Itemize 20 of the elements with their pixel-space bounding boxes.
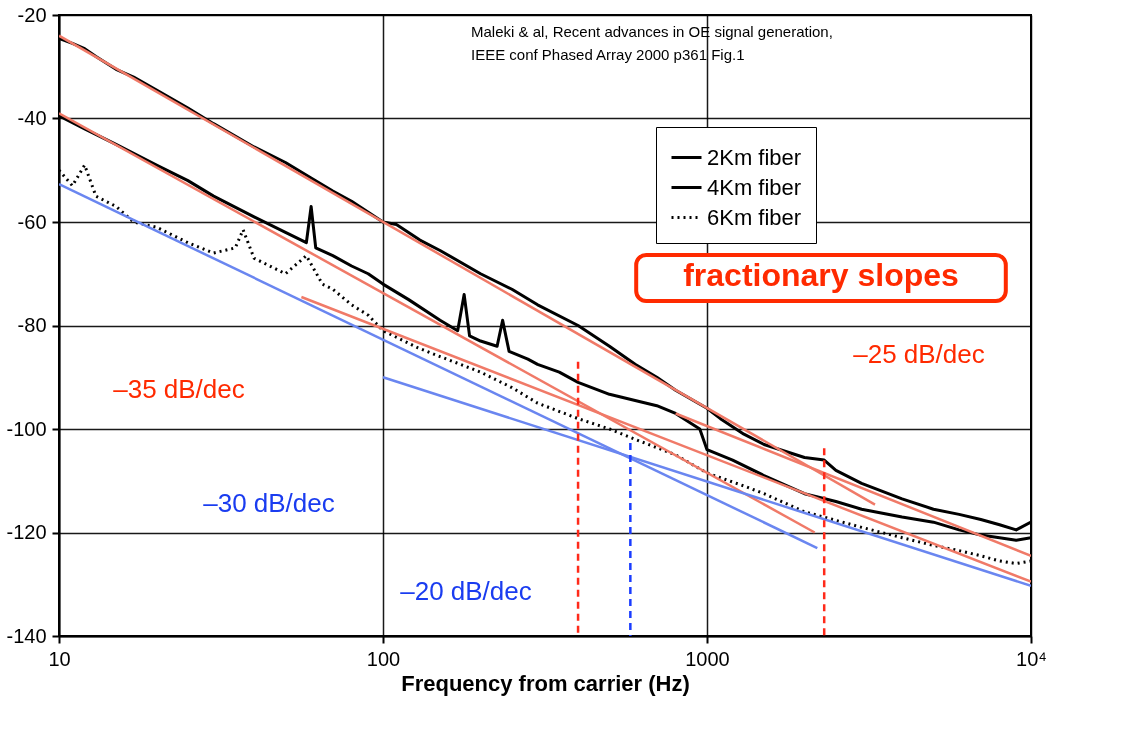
y-tick-label: -140 <box>6 624 47 647</box>
y-tick-label: -100 <box>6 417 47 440</box>
annotation: fractionary slopes <box>683 257 959 293</box>
y-tick-label: -20 <box>17 3 47 26</box>
annotation: –25 dB/dec <box>853 339 985 369</box>
x-tick-label: 10 <box>48 647 71 670</box>
annotation: –35 dB/dec <box>113 374 245 404</box>
y-tick-label: -80 <box>17 314 47 336</box>
y-tick-label: -40 <box>17 107 47 129</box>
x-axis-title: Frequency from carrier (Hz) <box>401 670 690 696</box>
legend-label: 4Km fiber <box>707 174 802 200</box>
x-tick-label: 10⁴ <box>1016 647 1047 670</box>
y-tick-label: -120 <box>6 521 47 543</box>
x-tick-label: 1000 <box>685 647 730 670</box>
legend-label: 6Km fiber <box>707 204 802 230</box>
legend-label: 2Km fiber <box>707 144 802 170</box>
y-tick-label: -60 <box>17 210 47 233</box>
x-tick-label: 100 <box>366 647 401 670</box>
annotation: –20 dB/dec <box>400 576 532 606</box>
annotation: –30 dB/dec <box>203 488 335 518</box>
